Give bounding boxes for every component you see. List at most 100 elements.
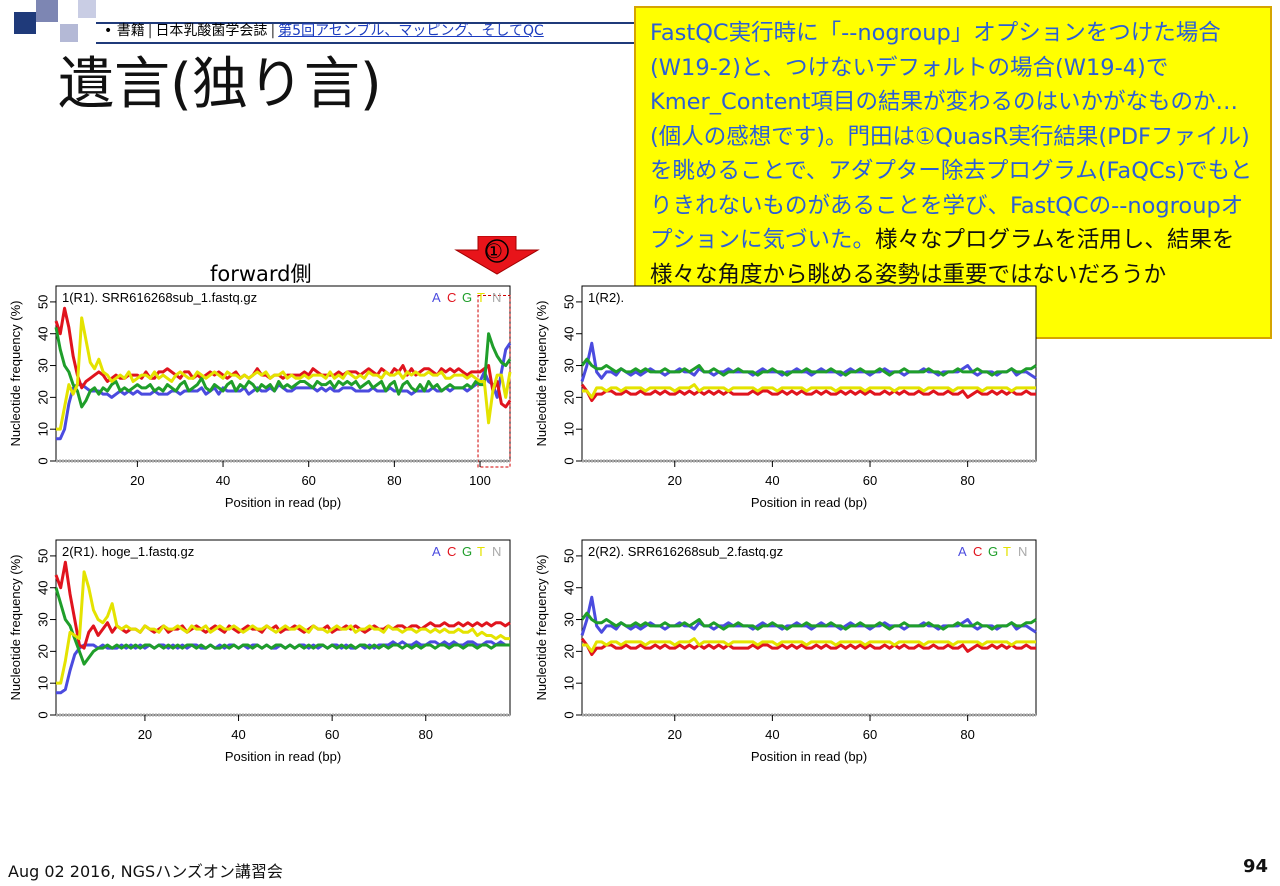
x-tick-label: 40 [216,473,230,488]
series-line-G [54,327,512,409]
series-line-C [580,383,1036,403]
y-tick-label: 0 [35,711,50,718]
chart-panel-4: 20 40 60 80 0 10 20 30 40 50 Position in read (bp)… [530,532,1045,776]
legend-label-N: N [492,544,501,559]
corner-square-small [60,24,78,42]
note-text-blue: FastQC実行時に「--nogroup」オプションをつけた場合(W19-2)と… [650,20,1253,253]
legend-label-C: C [447,290,456,305]
y-axis-label: Nucleotide frequency (%) [8,301,23,447]
legend-label-A: A [432,544,441,559]
x-tick-label: 60 [301,473,315,488]
chart-title: 1(R2). [588,290,624,305]
y-tick-label: 40 [561,326,576,340]
x-axis-label: Position in read (bp) [225,749,341,764]
x-tick-label: 80 [960,473,974,488]
breadcrumb-link-article[interactable]: 第5回アセンブル、マッピング、そしてQC [278,23,544,39]
legend-label-T: T [477,290,485,305]
forward-label: forward側 [210,262,312,286]
legend-label-C: C [973,544,982,559]
legend-label-G: G [462,544,472,559]
y-tick-label: 30 [35,612,50,626]
series-line-G [580,357,1037,377]
legend-label-G: G [462,290,472,305]
series-line-G [54,587,510,666]
y-tick-label: 0 [561,457,576,464]
x-tick-label: 20 [668,473,682,488]
chart-panel-1: 20 40 60 80 100 0 10 20 30 40 50 Position in read (… [4,278,519,522]
x-tick-label: 100 [469,473,491,488]
header-bar [96,22,636,44]
x-tick-label: 80 [387,473,401,488]
legend-label-N: N [1018,544,1027,559]
y-tick-label: 0 [561,711,576,718]
corner-square-medium [36,0,58,22]
x-axis-label: Position in read (bp) [751,749,867,764]
y-tick-label: 20 [561,644,576,658]
y-tick-label: 30 [35,358,50,372]
y-tick-label: 20 [561,390,576,404]
breadcrumb-bullet: • [104,23,113,39]
down-arrow-marker [454,236,540,275]
legend-label-N: N [492,290,501,305]
y-tick-label: 20 [35,390,50,404]
chart-title: 1(R1). SRR616268sub_1.fastq.gz [62,290,257,305]
x-tick-label: 80 [419,727,433,742]
note-text-emphasis: 様々なプログラムを活用し、結果を様々な角度から眺める姿勢は重要ではないだろうか [650,227,1235,288]
chart-panel-2: 20 40 60 80 0 10 20 30 40 50 Position in read (bp)… [530,278,1045,522]
y-axis-label: Nucleotide frequency (%) [534,301,549,447]
x-tick-label: 60 [863,727,877,742]
series-line-T [582,637,1036,653]
corner-square-large [14,12,36,34]
y-tick-label: 40 [35,326,50,340]
slide-title: 遺言(独り言) [58,52,382,117]
legend-label-A: A [432,290,441,305]
x-tick-label: 40 [231,727,245,742]
y-tick-label: 30 [561,612,576,626]
nucleotide-chart-2: 20 40 60 80 0 10 20 30 40 50 Position in read (bp)… [534,285,1037,510]
x-tick-label: 40 [765,473,779,488]
nucleotide-chart-3: 20 40 60 80 0 10 20 30 40 50 Position in read (bp)… [8,539,511,764]
chart-title: 2(R1). hoge_1.fastq.gz [62,544,194,559]
legend-label-T: T [477,544,485,559]
legend-label-G: G [988,544,998,559]
chart-panel-3: 20 40 60 80 0 10 20 30 40 50 Position in read (bp)… [4,532,519,776]
y-axis-label: Nucleotide frequency (%) [8,555,23,701]
series-line-T [582,383,1036,399]
x-tick-label: 20 [130,473,144,488]
y-tick-label: 10 [561,422,576,436]
marker-label: ① [485,239,503,263]
y-tick-label: 50 [561,549,576,563]
y-tick-label: 20 [35,644,50,658]
y-tick-label: 10 [35,676,50,690]
legend-label-A: A [958,544,967,559]
x-tick-label: 80 [960,727,974,742]
y-tick-label: 30 [561,358,576,372]
y-tick-label: 50 [561,295,576,309]
series-line-C [580,637,1036,657]
legend-label-T: T [1003,544,1011,559]
x-tick-label: 20 [668,727,682,742]
corner-square-tiny [78,0,96,18]
y-tick-label: 10 [35,422,50,436]
y-tick-label: 0 [35,457,50,464]
x-axis-label: Position in read (bp) [225,495,341,510]
nucleotide-chart-1: 20 40 60 80 100 0 10 20 30 40 50 Position in read (… [8,285,512,510]
breadcrumb: • 書籍 | 日本乳酸菌学会誌 | 第5回アセンブル、マッピング、そしてQC [104,23,544,39]
breadcrumb-item-books: 書籍 [116,23,145,39]
series-line-T [56,316,512,431]
page-number: 94 [1242,856,1268,877]
x-tick-label: 60 [863,473,877,488]
y-axis-label: Nucleotide frequency (%) [534,555,549,701]
chart-title: 2(R2). SRR616268sub_2.fastq.gz [588,544,783,559]
breadcrumb-item-journal: 日本乳酸菌学会誌 [155,23,268,39]
y-tick-label: 40 [561,580,576,594]
y-tick-label: 40 [35,580,50,594]
series-line-G [580,611,1037,631]
x-tick-label: 60 [325,727,339,742]
legend-label-C: C [447,544,456,559]
y-tick-label: 50 [35,295,50,309]
nucleotide-chart-4: 20 40 60 80 0 10 20 30 40 50 Position in read (bp)… [534,539,1037,764]
footer-date: Aug 02 2016, NGSハンズオン講習会 [8,862,283,881]
x-axis-label: Position in read (bp) [751,495,867,510]
y-tick-label: 50 [35,549,50,563]
